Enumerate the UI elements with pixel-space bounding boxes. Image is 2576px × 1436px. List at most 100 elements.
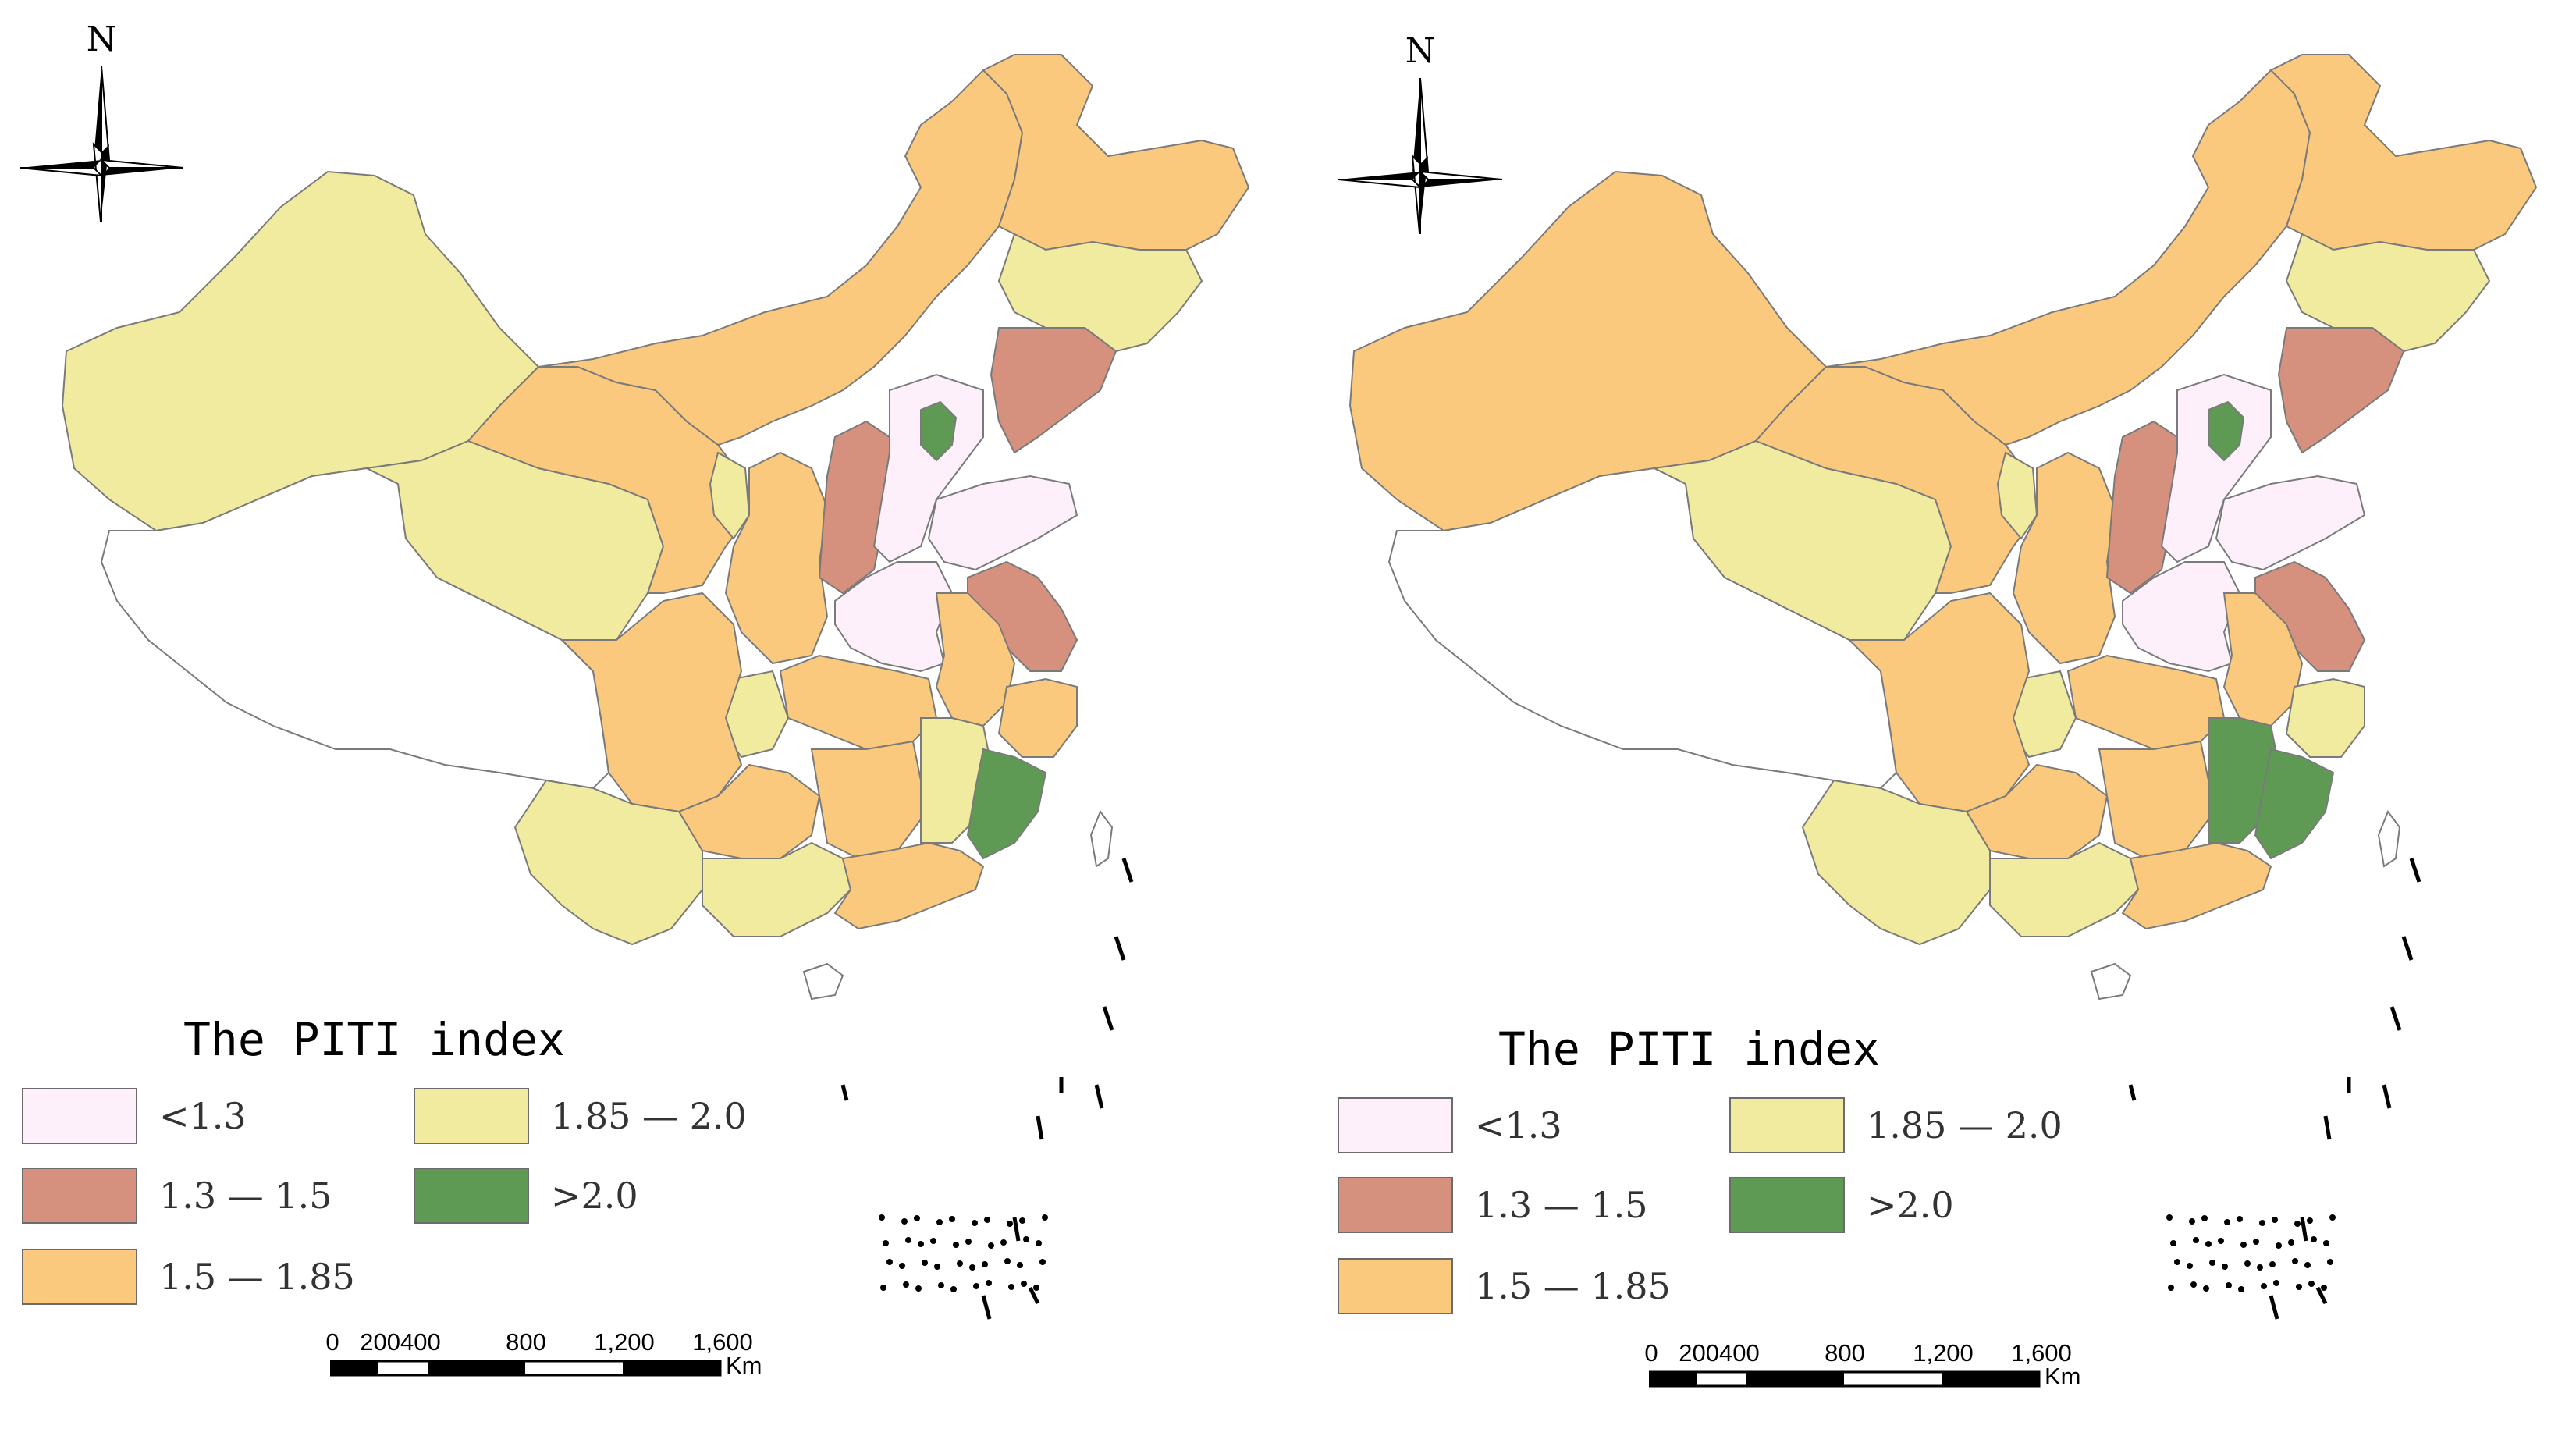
island-dot xyxy=(2170,1240,2176,1246)
region-beijing-tianjin xyxy=(2208,400,2245,462)
region-guangdong xyxy=(833,841,985,930)
region-fujian xyxy=(2254,748,2335,860)
region-taiwan xyxy=(1089,809,1114,868)
island-dot xyxy=(2304,1262,2311,1268)
island-dot xyxy=(2253,1239,2259,1245)
north-arrow: N xyxy=(20,20,183,222)
south-china-sea-islands xyxy=(840,858,1134,1320)
scale-tick: 1,200 xyxy=(1913,1339,1974,1367)
island-dot xyxy=(2259,1220,2265,1226)
island-dot xyxy=(1033,1285,1039,1291)
map-panel-right: N The PITI index <1.3 1.3 — 1.5 1.5 — 1.… xyxy=(1288,0,2575,1436)
north-label: N xyxy=(1405,31,1436,71)
region-ningxia xyxy=(709,451,751,540)
island-dash xyxy=(2315,1286,2328,1305)
island-dot xyxy=(2209,1260,2215,1266)
legend-label: <1.3 xyxy=(159,1095,247,1137)
compass-rose-icon xyxy=(20,66,183,222)
island-dot xyxy=(2190,1281,2197,1288)
region-heilongjiang xyxy=(982,54,1250,251)
legend-item-1-3-1-5: 1.3 — 1.5 xyxy=(1338,1175,1648,1235)
region-jilin xyxy=(997,233,1203,353)
scale-tick: 800 xyxy=(506,1328,546,1356)
island-dot xyxy=(936,1219,943,1225)
scale-unit: Km xyxy=(726,1352,762,1379)
island-dot xyxy=(2327,1259,2333,1265)
region-guizhou xyxy=(677,763,821,859)
island-dot xyxy=(918,1241,924,1247)
legend-label: 1.3 — 1.5 xyxy=(1475,1184,1648,1226)
island-dot xyxy=(2294,1221,2301,1227)
island-dash xyxy=(2389,1006,2402,1031)
region-hunan xyxy=(810,740,922,860)
region-shanxi xyxy=(818,420,890,595)
island-dot xyxy=(2238,1286,2244,1292)
island-dot xyxy=(953,1242,959,1248)
scale-bar: 0 200400 800 1,200 1,600 Km xyxy=(325,1328,794,1399)
region-guizhou xyxy=(1965,763,2109,859)
island-dot xyxy=(2218,1238,2224,1244)
map-panel-left: N The PITI index <1.3 1.3 — 1.5 1.5 — 1.… xyxy=(20,20,1250,1399)
island-dot xyxy=(2244,1260,2251,1267)
region-liaoning xyxy=(2277,327,2405,454)
island-dot xyxy=(1023,1236,1029,1242)
region-jilin xyxy=(2285,233,2491,353)
scale-tick: 800 xyxy=(1825,1339,1865,1367)
legend-item-1-5-1-85: 1.5 — 1.85 xyxy=(22,1247,355,1306)
region-liaoning xyxy=(990,327,1117,454)
island-dot xyxy=(2203,1285,2209,1292)
region-yunnan xyxy=(1801,779,1991,946)
island-dash xyxy=(1036,1115,1044,1140)
legend-label: >2.0 xyxy=(551,1175,638,1217)
north-label: N xyxy=(86,20,117,59)
region-shaanxi xyxy=(2012,451,2116,665)
legend-swatch xyxy=(1729,1177,1845,1233)
legend-label: 1.85 — 2.0 xyxy=(551,1095,747,1137)
island-dot xyxy=(972,1220,978,1226)
legend-label: 1.5 — 1.85 xyxy=(159,1256,355,1298)
region-ningxia xyxy=(1996,451,2038,540)
legend-item-1-3-1-5: 1.3 — 1.5 xyxy=(22,1166,332,1225)
map-right xyxy=(1348,54,2538,1320)
region-anhui xyxy=(2222,592,2304,727)
island-dot xyxy=(1007,1221,1013,1227)
island-dot xyxy=(2224,1219,2230,1225)
region-shandong xyxy=(2215,475,2366,571)
region-hunan xyxy=(2098,740,2209,860)
island-dot xyxy=(883,1240,889,1246)
island-dot xyxy=(938,1282,944,1288)
island-dot xyxy=(969,1264,975,1271)
legend-item-lt-1-3: <1.3 xyxy=(22,1086,247,1146)
region-sichuan xyxy=(1847,592,2031,813)
island-dot xyxy=(930,1238,936,1244)
island-dot xyxy=(2311,1236,2317,1242)
island-dot xyxy=(2296,1284,2302,1290)
legend-item-lt-1-3: <1.3 xyxy=(1338,1096,1562,1155)
legend-title: The PITI index xyxy=(183,1013,565,1066)
north-arrow: N xyxy=(1338,31,1502,234)
island-dot xyxy=(899,1263,905,1269)
legend-swatch xyxy=(414,1168,529,1224)
legend-swatch xyxy=(22,1168,137,1224)
island-dash xyxy=(1114,936,1126,961)
legend-label: 1.5 — 1.85 xyxy=(1475,1265,1671,1307)
island-dot xyxy=(982,1261,988,1267)
island-dot xyxy=(957,1260,963,1267)
island-dash xyxy=(1094,1084,1104,1109)
island-dash xyxy=(1028,1286,1040,1305)
island-dot xyxy=(984,1217,990,1223)
island-dot xyxy=(2187,1263,2193,1269)
island-dot xyxy=(986,1280,992,1286)
scale-bar: 0 200400 800 1,200 1,600 Km xyxy=(1644,1339,2113,1409)
island-dot xyxy=(2189,1218,2195,1225)
region-shaanxi xyxy=(724,451,829,665)
region-hainan xyxy=(2090,962,2132,1001)
region-zhejiang xyxy=(2285,677,2365,758)
island-dot xyxy=(2261,1283,2267,1289)
scale-tick: 1,200 xyxy=(594,1328,655,1356)
compass-rose-icon xyxy=(1338,77,1502,234)
island-dot xyxy=(1004,1258,1011,1264)
scale-tick: 0 xyxy=(1644,1339,1658,1367)
legend-title: The PITI index xyxy=(1498,1022,1880,1075)
island-dash xyxy=(2128,1084,2137,1101)
